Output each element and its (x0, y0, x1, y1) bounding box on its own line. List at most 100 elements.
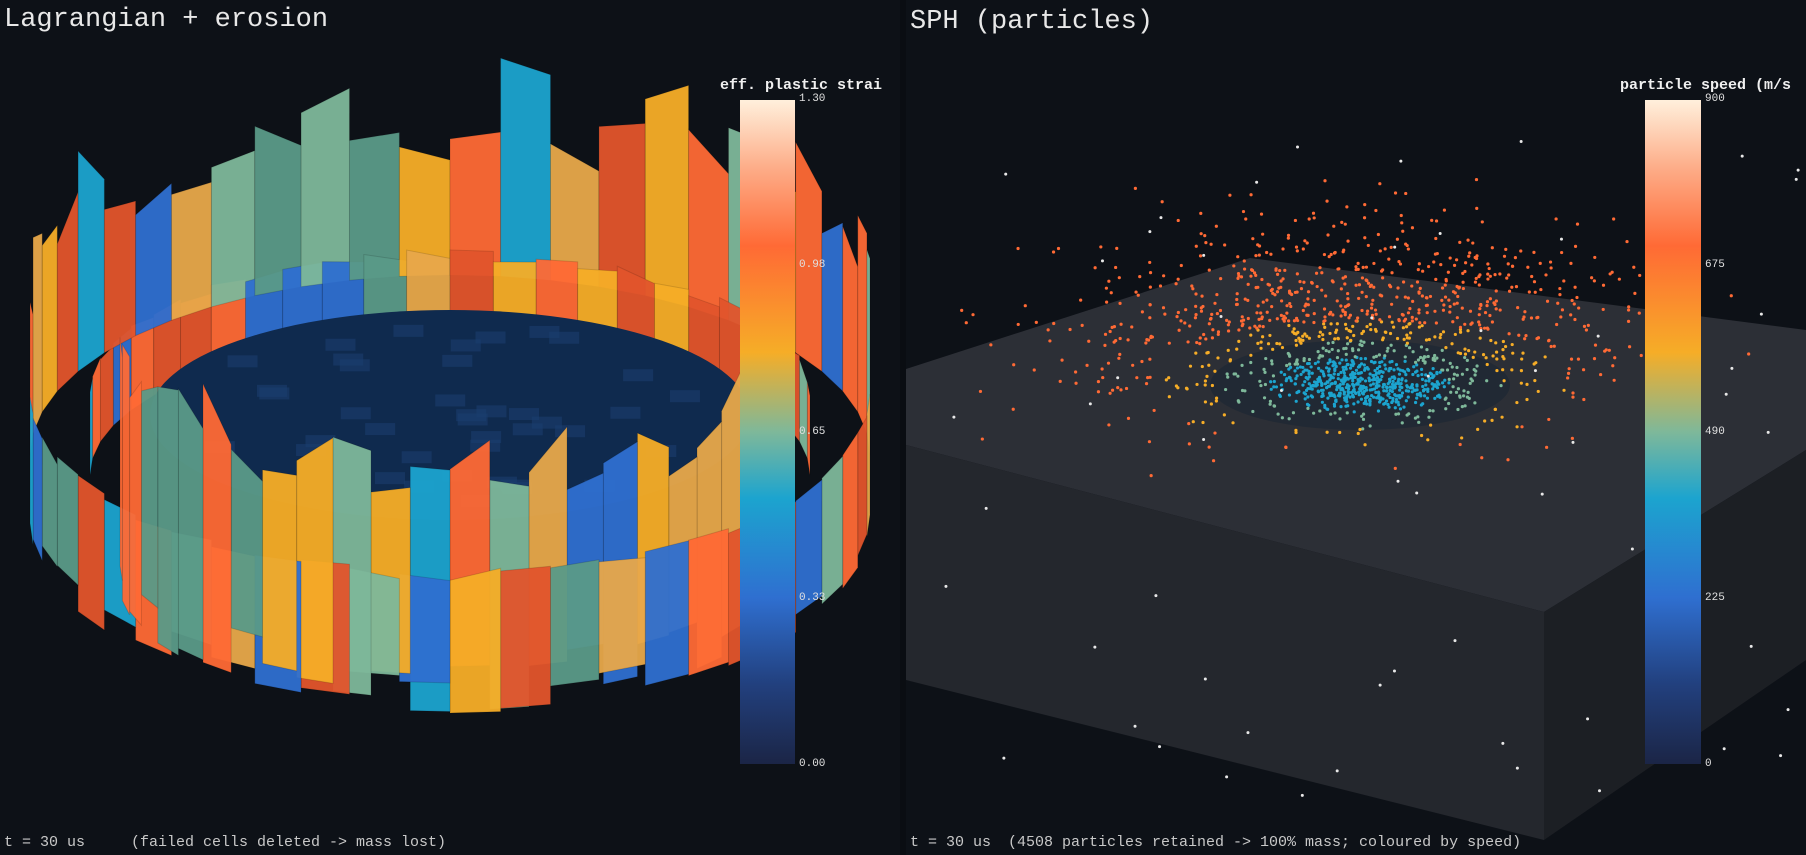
particle (1306, 297, 1310, 301)
particle (1363, 366, 1367, 371)
particle (1373, 360, 1377, 364)
particle (1357, 379, 1361, 383)
particle (1383, 330, 1387, 334)
particle (1345, 411, 1349, 415)
particle (1417, 290, 1421, 294)
particle (1413, 370, 1418, 374)
particle (1586, 323, 1590, 328)
particle (1536, 336, 1541, 340)
particle (1358, 427, 1362, 432)
particle (1796, 168, 1800, 172)
particle (1513, 255, 1518, 260)
particle (1352, 333, 1356, 338)
particle (1458, 351, 1463, 356)
particle (1440, 368, 1444, 372)
colorbar-label: particle speed (m/s (1620, 77, 1791, 94)
particle (1362, 389, 1367, 394)
particle (1495, 368, 1499, 373)
particle (1370, 302, 1374, 306)
particle (1260, 277, 1264, 282)
particle (1388, 395, 1392, 400)
particle (1377, 353, 1381, 357)
particle (1503, 344, 1508, 349)
particle (1507, 273, 1511, 277)
particle (1461, 271, 1465, 275)
particle (1340, 386, 1344, 391)
particle (1383, 401, 1387, 405)
particle (1425, 303, 1429, 307)
particle (1289, 379, 1293, 383)
particle (1405, 385, 1410, 389)
particle (1544, 273, 1548, 277)
particle (1501, 741, 1505, 745)
particle (1368, 402, 1372, 406)
particle (1431, 387, 1435, 391)
particle (1428, 409, 1432, 413)
particle (1485, 379, 1489, 383)
particle (1377, 394, 1381, 398)
particle (1356, 431, 1360, 436)
particle (1240, 388, 1245, 393)
particle (1301, 338, 1305, 342)
particle (1373, 308, 1378, 312)
particle (1276, 272, 1280, 276)
particle (1225, 318, 1229, 322)
particle (1199, 309, 1204, 313)
particle (1377, 369, 1381, 374)
particle (1282, 314, 1286, 318)
particle (1300, 793, 1304, 797)
particle (1398, 388, 1402, 392)
particle (1351, 324, 1355, 328)
floor-cell (227, 355, 258, 368)
particle (1105, 300, 1109, 304)
slab-top (906, 258, 1806, 612)
particle (1431, 356, 1435, 360)
floor-cell (435, 394, 466, 407)
particle (1174, 282, 1178, 286)
front-wall-tile (202, 383, 232, 674)
particle (1487, 266, 1491, 271)
particle (1353, 355, 1357, 359)
particle (1463, 269, 1467, 274)
particle (1577, 306, 1581, 310)
particle (1363, 357, 1368, 361)
particle (1408, 306, 1412, 311)
particle (1320, 288, 1324, 292)
particle (1490, 418, 1494, 422)
particle (1369, 383, 1373, 387)
particle (1420, 324, 1424, 328)
particle (1133, 724, 1137, 728)
floor-cell (340, 407, 371, 420)
particle (1404, 191, 1408, 196)
particle (1306, 395, 1310, 399)
particle (1570, 298, 1574, 303)
particle (1521, 317, 1525, 321)
particle (1425, 396, 1430, 400)
particle (1301, 383, 1305, 387)
colorbar-label: eff. plastic strai (720, 77, 882, 94)
particle (1392, 325, 1396, 329)
particle (1339, 404, 1343, 409)
particle (1314, 271, 1319, 275)
particle (1344, 327, 1349, 331)
particle (1367, 379, 1372, 383)
particle (1336, 384, 1340, 388)
particle (1358, 387, 1362, 391)
rim-tile (92, 357, 101, 459)
particle (1538, 261, 1542, 265)
particle (1237, 400, 1241, 404)
particle (1341, 365, 1345, 370)
particle (1305, 334, 1309, 338)
particle (1488, 274, 1492, 278)
particle (1334, 399, 1338, 403)
particle (1601, 283, 1606, 287)
particle (1639, 353, 1643, 358)
particle (1456, 407, 1460, 412)
particle (1332, 251, 1337, 255)
particle (1325, 199, 1329, 203)
particle (1458, 240, 1462, 244)
particle (1460, 306, 1464, 310)
particle (1294, 428, 1298, 432)
front-wall-tile (644, 540, 690, 687)
particle (1250, 268, 1255, 273)
